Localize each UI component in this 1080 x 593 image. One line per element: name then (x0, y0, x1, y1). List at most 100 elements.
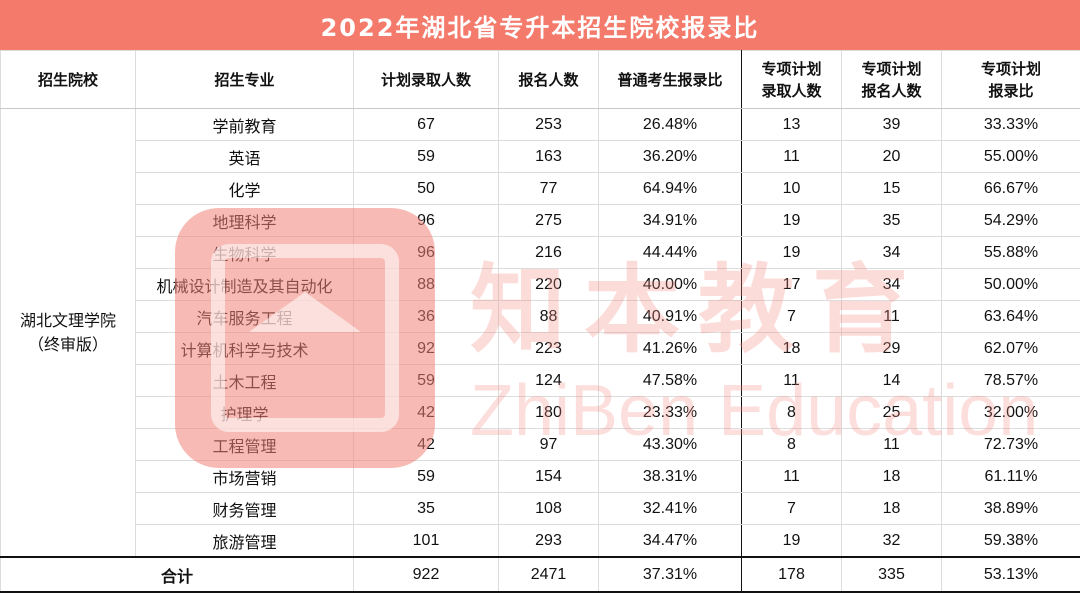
cell-ratio: 40.91% (599, 301, 742, 333)
cell-planned: 67 (354, 109, 499, 141)
cell-special-applied: 20 (842, 141, 942, 173)
cell-special-applied: 15 (842, 173, 942, 205)
cell-special-applied: 14 (842, 365, 942, 397)
cell-special-applied: 34 (842, 269, 942, 301)
cell-special-ratio: 50.00% (942, 269, 1080, 301)
cell-special-planned: 18 (742, 333, 842, 365)
cell-special-applied: 11 (842, 429, 942, 461)
total-special-planned: 178 (742, 557, 842, 592)
header-planned: 计划录取人数 (354, 51, 499, 109)
cell-applied: 180 (499, 397, 599, 429)
total-row: 合计 922 2471 37.31% 178 335 53.13% (1, 557, 1080, 592)
cell-special-planned: 13 (742, 109, 842, 141)
cell-special-ratio: 33.33% (942, 109, 1080, 141)
header-special-ratio-line2: 报录比 (942, 80, 1080, 102)
cell-ratio: 64.94% (599, 173, 742, 205)
cell-applied: 275 (499, 205, 599, 237)
cell-special-applied: 32 (842, 525, 942, 558)
cell-special-planned: 11 (742, 141, 842, 173)
cell-special-applied: 11 (842, 301, 942, 333)
header-special-applied-line1: 专项计划 (842, 58, 941, 80)
cell-major: 生物科学 (136, 237, 354, 269)
total-special-ratio: 53.13% (942, 557, 1080, 592)
school-name: 湖北文理学院 (1, 309, 135, 333)
cell-planned: 35 (354, 493, 499, 525)
cell-special-ratio: 55.88% (942, 237, 1080, 269)
header-major: 招生专业 (136, 51, 354, 109)
cell-applied: 124 (499, 365, 599, 397)
cell-special-planned: 17 (742, 269, 842, 301)
cell-planned: 92 (354, 333, 499, 365)
cell-planned: 96 (354, 237, 499, 269)
cell-applied: 108 (499, 493, 599, 525)
cell-special-applied: 29 (842, 333, 942, 365)
total-label: 合计 (1, 557, 354, 592)
cell-planned: 42 (354, 429, 499, 461)
cell-special-ratio: 55.00% (942, 141, 1080, 173)
cell-ratio: 40.00% (599, 269, 742, 301)
total-applied: 2471 (499, 557, 599, 592)
cell-special-planned: 19 (742, 205, 842, 237)
cell-applied: 163 (499, 141, 599, 173)
cell-special-planned: 11 (742, 461, 842, 493)
cell-planned: 42 (354, 397, 499, 429)
cell-planned: 101 (354, 525, 499, 558)
cell-applied: 77 (499, 173, 599, 205)
cell-major: 土木工程 (136, 365, 354, 397)
cell-special-ratio: 72.73% (942, 429, 1080, 461)
page-title: 2022年湖北省专升本招生院校报录比 (0, 0, 1080, 50)
cell-special-planned: 8 (742, 397, 842, 429)
table-header-row: 招生院校 招生专业 计划录取人数 报名人数 普通考生报录比 专项计划 录取人数 … (1, 51, 1080, 109)
header-special-applied-line2: 报名人数 (842, 80, 941, 102)
cell-applied: 223 (499, 333, 599, 365)
school-name-cell: 湖北文理学院（终审版） (1, 109, 136, 558)
cell-special-planned: 19 (742, 525, 842, 558)
header-special-planned: 专项计划 录取人数 (742, 51, 842, 109)
cell-major: 财务管理 (136, 493, 354, 525)
cell-special-planned: 7 (742, 301, 842, 333)
total-ratio: 37.31% (599, 557, 742, 592)
cell-ratio: 36.20% (599, 141, 742, 173)
cell-applied: 88 (499, 301, 599, 333)
cell-major: 英语 (136, 141, 354, 173)
cell-special-applied: 25 (842, 397, 942, 429)
cell-major: 计算机科学与技术 (136, 333, 354, 365)
cell-major: 市场营销 (136, 461, 354, 493)
admission-ratio-table: 招生院校 招生专业 计划录取人数 报名人数 普通考生报录比 专项计划 录取人数 … (0, 50, 1080, 593)
cell-major: 学前教育 (136, 109, 354, 141)
cell-ratio: 34.91% (599, 205, 742, 237)
cell-planned: 59 (354, 461, 499, 493)
total-special-applied: 335 (842, 557, 942, 592)
header-special-ratio: 专项计划 报录比 (942, 51, 1080, 109)
cell-ratio: 26.48% (599, 109, 742, 141)
cell-ratio: 44.44% (599, 237, 742, 269)
cell-major: 旅游管理 (136, 525, 354, 558)
cell-special-applied: 18 (842, 493, 942, 525)
cell-special-ratio: 61.11% (942, 461, 1080, 493)
cell-special-planned: 19 (742, 237, 842, 269)
cell-ratio: 43.30% (599, 429, 742, 461)
cell-major: 汽车服务工程 (136, 301, 354, 333)
cell-planned: 59 (354, 365, 499, 397)
cell-ratio: 47.58% (599, 365, 742, 397)
cell-applied: 293 (499, 525, 599, 558)
cell-planned: 36 (354, 301, 499, 333)
cell-planned: 50 (354, 173, 499, 205)
cell-major: 机械设计制造及其自动化 (136, 269, 354, 301)
cell-special-planned: 7 (742, 493, 842, 525)
cell-special-planned: 11 (742, 365, 842, 397)
school-note: （终审版） (1, 333, 135, 357)
cell-special-planned: 10 (742, 173, 842, 205)
cell-special-planned: 8 (742, 429, 842, 461)
cell-applied: 253 (499, 109, 599, 141)
